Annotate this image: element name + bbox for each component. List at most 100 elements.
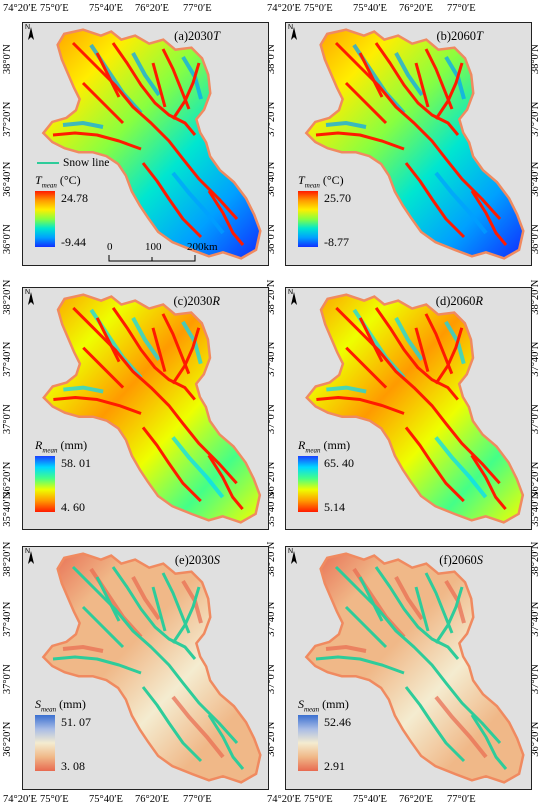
color-legend: Smean (mm) 52.46 2.91	[296, 697, 396, 783]
valley-shading	[334, 565, 502, 745]
valley-shading	[141, 686, 203, 763]
panel-label-variable: R	[475, 294, 483, 308]
legend-title: Smean (mm)	[35, 697, 86, 713]
ridge-shading	[394, 52, 424, 97]
valley-shading	[111, 307, 196, 401]
basin-surface	[45, 31, 259, 257]
north-label: N	[288, 24, 294, 31]
legend-title: Tmean (°C)	[298, 173, 344, 189]
valley-shading	[141, 162, 203, 239]
valley-shading	[95, 317, 121, 363]
lat-label: 37°20′N	[1, 101, 13, 137]
ridge-shading	[325, 120, 367, 129]
map-panel-a: N (a)2030T Tmean (°C) 24.78 -9.44 Snow line 0 1…	[22, 22, 269, 266]
color-legend: Tmean (°C) 24.78 -9.44	[33, 173, 133, 259]
scale-bar: 0 100 200km	[105, 241, 225, 263]
lat-label: 36°0′N	[529, 224, 541, 255]
legend-max-value: 24.78	[61, 191, 88, 205]
valley-shading	[316, 396, 405, 415]
legend-max-value: 58. 01	[61, 456, 91, 470]
map-panel-b: N (b)2060T Tmean (°C) 25.70 -8.77	[285, 22, 532, 266]
valley-shading	[374, 307, 459, 401]
bottom-lon-label: 74°20′E	[267, 794, 301, 805]
lat-label: 38°0′N	[1, 44, 13, 75]
legend-max-value: 51. 07	[61, 715, 91, 729]
valley-shading	[81, 605, 125, 649]
scale-bar-label: 200km	[187, 241, 218, 253]
lat-label: 38°20′N	[529, 541, 541, 577]
valley-shading	[434, 327, 464, 385]
legend-max-value: 25.70	[324, 191, 351, 205]
color-legend: Rmean (mm) 58. 01 4. 60	[33, 438, 133, 524]
valley-shading	[470, 190, 508, 246]
legend-max-value: 65. 40	[324, 456, 354, 470]
top-lon-label: 75°0′E	[40, 3, 69, 14]
ridge-shading	[394, 316, 424, 361]
lat-label: 37°20′N	[529, 101, 541, 137]
north-arrow-icon: N	[25, 24, 36, 42]
north-arrow-icon: N	[25, 548, 36, 566]
bottom-lon-label: 74°20′E	[3, 794, 37, 805]
lat-label: 36°40′N	[1, 161, 13, 197]
lat-label: 36°20′N	[529, 721, 541, 757]
legend-min-value: 4. 60	[61, 500, 85, 514]
valley-shading	[141, 426, 202, 503]
bottom-lon-label: 75°40′E	[353, 794, 387, 805]
basin-surface	[45, 555, 259, 781]
valley-shading	[95, 576, 121, 622]
ridge-shading	[434, 695, 488, 759]
valley-shading	[71, 41, 239, 221]
legend-unit: (mm)	[319, 697, 349, 711]
lat-label: 35°40′N	[1, 491, 13, 527]
north-arrow-icon: N	[288, 24, 299, 42]
top-lon-label: 75°40′E	[353, 3, 387, 14]
valley-shading	[52, 655, 142, 675]
valley-shading	[151, 62, 167, 108]
valley-shading	[171, 327, 201, 385]
color-legend: Rmean (mm) 65. 40 5.14	[296, 438, 396, 524]
lat-label: 37°40′N	[529, 601, 541, 637]
legend-unit: (°C)	[319, 173, 344, 187]
north-label: N	[25, 289, 31, 296]
legend-variable: S	[35, 697, 41, 711]
legend-title: Rmean (mm)	[298, 438, 350, 454]
ridge-shading	[394, 576, 424, 621]
panel-label-variable: R	[212, 294, 220, 308]
legend-color-bar	[298, 191, 318, 247]
valley-shading	[358, 317, 384, 363]
ridge-shading	[62, 120, 104, 129]
north-label: N	[288, 289, 294, 296]
lat-label: 36°40′N	[529, 161, 541, 197]
legend-title: Tmean (°C)	[35, 173, 81, 189]
legend-min-value: -8.77	[324, 235, 349, 249]
north-label: N	[25, 24, 31, 31]
ridge-shading	[131, 316, 161, 361]
map-panel-d: N (d)2060R Rmean (mm) 65. 40 5.14	[285, 287, 532, 530]
valley-shading	[151, 586, 167, 632]
panel-label-prefix: (b)2060	[436, 29, 477, 43]
ridge-shading	[62, 644, 104, 653]
valley-shading	[470, 454, 507, 511]
top-lon-label: 76°20′E	[135, 3, 169, 14]
top-lon-label: 75°0′E	[304, 3, 333, 14]
panel-label: (d)2060R	[436, 294, 483, 309]
legend-min-value: 5.14	[324, 500, 345, 514]
ridge-shading	[326, 385, 367, 394]
legend-title: Rmean (mm)	[35, 438, 87, 454]
valley-shading	[95, 52, 121, 98]
legend-color-bar	[35, 456, 55, 512]
valley-shading	[470, 714, 508, 770]
valley-shading	[344, 605, 388, 649]
top-lon-label: 74°20′E	[3, 3, 37, 14]
ridge-shading	[325, 644, 367, 653]
top-lon-label: 77°0′E	[183, 3, 212, 14]
legend-variable: R	[298, 438, 306, 452]
valley-shading	[345, 346, 388, 389]
lat-label: 36°20′N	[1, 721, 13, 757]
legend-variable: R	[35, 438, 43, 452]
valley-shading	[374, 42, 460, 136]
bottom-lon-label: 75°0′E	[40, 794, 69, 805]
panel-label-prefix: (f)2060	[439, 553, 477, 567]
legend-subscript: mean	[42, 446, 58, 455]
legend-subscript: mean	[305, 446, 321, 455]
